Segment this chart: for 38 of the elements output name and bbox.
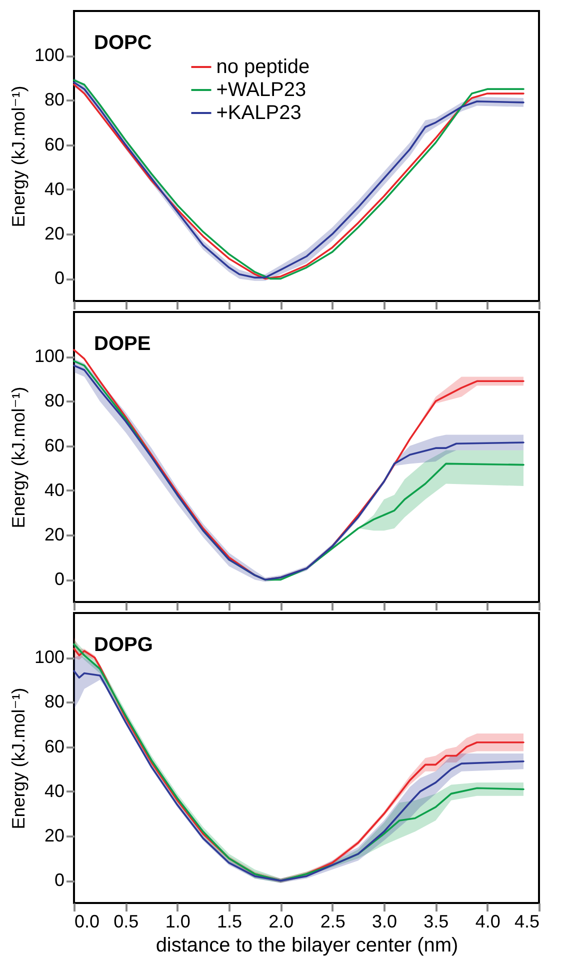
- y-axis-title: Energy (kJ.mol⁻¹): [8, 86, 28, 228]
- x-tick-label: 3.0: [372, 912, 398, 932]
- y-tick-label: 0: [54, 268, 64, 288]
- x-tick-label: 1.0: [165, 912, 190, 932]
- x-tick-label: 3.5: [424, 912, 449, 932]
- y-tick-label: 80: [44, 90, 64, 110]
- y-tick-label: 60: [44, 736, 64, 756]
- x-tick-label: 2.0: [268, 912, 294, 932]
- y-tick-label: 0: [54, 569, 64, 590]
- y-tick-label: 20: [44, 224, 64, 244]
- y-tick-label: 20: [44, 826, 64, 846]
- x-tick-label: 1.5: [216, 912, 242, 932]
- legend-label: no peptide: [216, 56, 310, 78]
- y-tick-label: 40: [44, 780, 64, 801]
- text: DOPG: [94, 634, 153, 656]
- text: DOPE: [94, 333, 151, 355]
- y-tick-label: 60: [44, 435, 64, 456]
- y-axis-title: Energy (kJ.mol⁻¹): [8, 688, 28, 830]
- y-tick-label: 60: [44, 134, 64, 154]
- y-tick-label: 40: [44, 480, 64, 500]
- x-tick-label: 2.5: [320, 912, 346, 932]
- x-tick-label: 0.0: [74, 912, 100, 932]
- y-tick-label: 100: [34, 45, 64, 66]
- legend-label: +KALP23: [216, 102, 302, 124]
- x-tick-label: 4.0: [475, 912, 500, 932]
- x-tick-label: 0.5: [114, 912, 139, 932]
- legend-label: +WALP23: [216, 79, 306, 101]
- y-tick-label: 80: [44, 692, 64, 712]
- y-axis-title: Energy (kJ.mol⁻¹): [8, 386, 28, 528]
- y-tick-label: 100: [34, 346, 64, 366]
- x-tick-label: 4.5: [514, 912, 540, 932]
- y-tick-label: 40: [44, 178, 64, 199]
- y-tick-label: 0: [54, 870, 64, 890]
- x-axis-title: distance to the bilayer center (nm): [156, 934, 458, 956]
- y-tick-label: 80: [44, 390, 64, 411]
- y-tick-label: 20: [44, 524, 64, 545]
- text: DOPC: [94, 32, 152, 54]
- y-tick-label: 100: [34, 647, 64, 668]
